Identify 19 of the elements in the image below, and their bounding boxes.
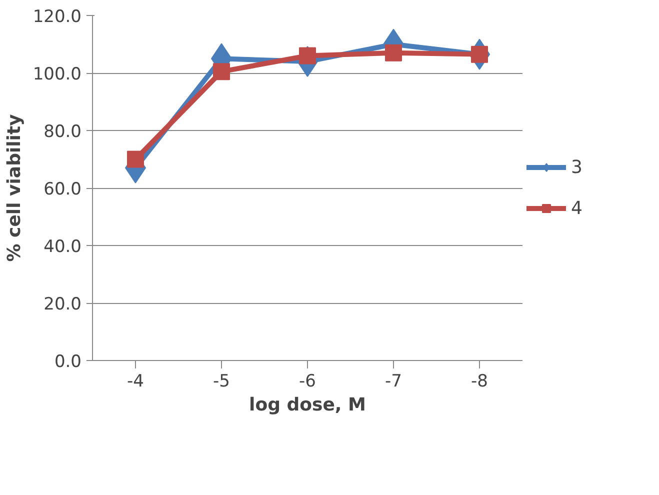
y-axis-title: % cell viability	[4, 114, 25, 262]
y-tick-label: 40.0	[44, 237, 82, 257]
x-tick-label: -8	[471, 372, 488, 392]
y-tick-label: 60.0	[44, 180, 82, 200]
point	[213, 63, 230, 80]
y-tick-label: 20.0	[44, 294, 82, 314]
point	[127, 150, 144, 168]
y-tick-label: 80.0	[44, 122, 82, 142]
y-tick-label: 0.0	[54, 352, 82, 372]
point	[385, 44, 402, 62]
x-axis-title: log dose, M	[249, 394, 366, 416]
legend-label: 3	[571, 156, 584, 178]
x-tick-label: -5	[213, 372, 230, 392]
x-tick-label: -7	[385, 372, 402, 392]
y-tick-label: 120.0	[32, 7, 82, 27]
legend-label: 4	[571, 198, 584, 218]
x-tick-label: -6	[299, 372, 316, 392]
y-tick-label: 100.0	[32, 64, 82, 84]
x-tick-label: -4	[127, 372, 144, 392]
